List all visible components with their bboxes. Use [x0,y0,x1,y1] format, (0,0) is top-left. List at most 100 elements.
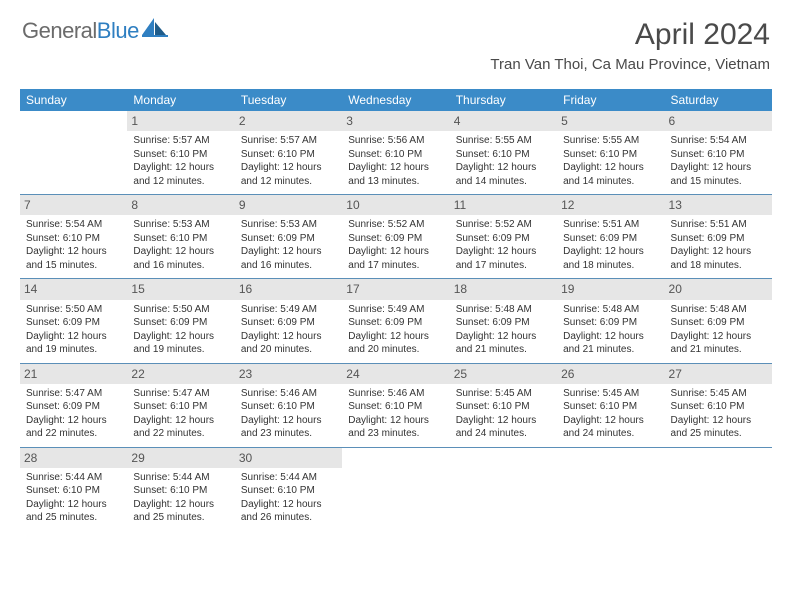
sunrise-text: Sunrise: 5:54 AM [671,134,766,148]
calendar-cell: 10Sunrise: 5:52 AMSunset: 6:09 PMDayligh… [342,195,449,279]
daylight-line1: Daylight: 12 hours [241,161,336,175]
daylight-line2: and 15 minutes. [671,175,766,189]
calendar-cell [342,447,449,531]
dayheader-tuesday: Tuesday [235,89,342,111]
day-number: 7 [20,195,127,215]
daylight-line1: Daylight: 12 hours [133,414,228,428]
calendar-cell: 8Sunrise: 5:53 AMSunset: 6:10 PMDaylight… [127,195,234,279]
day-number: 2 [235,111,342,131]
sunset-text: Sunset: 6:10 PM [348,148,443,162]
day-number: 18 [450,279,557,299]
calendar-cell: 4Sunrise: 5:55 AMSunset: 6:10 PMDaylight… [450,111,557,195]
day-number: 17 [342,279,449,299]
calendar-row: 14Sunrise: 5:50 AMSunset: 6:09 PMDayligh… [20,279,772,363]
daylight-line1: Daylight: 12 hours [671,414,766,428]
sunrise-text: Sunrise: 5:52 AM [456,218,551,232]
sunrise-text: Sunrise: 5:46 AM [241,387,336,401]
daylight-line2: and 21 minutes. [671,343,766,357]
daylight-line2: and 16 minutes. [133,259,228,273]
sunrise-text: Sunrise: 5:57 AM [133,134,228,148]
sunset-text: Sunset: 6:09 PM [26,316,121,330]
daylight-line1: Daylight: 12 hours [348,330,443,344]
calendar-cell: 21Sunrise: 5:47 AMSunset: 6:09 PMDayligh… [20,363,127,447]
daylight-line2: and 14 minutes. [456,175,551,189]
daylight-line1: Daylight: 12 hours [348,414,443,428]
daylight-line2: and 21 minutes. [456,343,551,357]
daylight-line2: and 15 minutes. [26,259,121,273]
calendar-row: 1Sunrise: 5:57 AMSunset: 6:10 PMDaylight… [20,111,772,195]
sunrise-text: Sunrise: 5:56 AM [348,134,443,148]
daylight-line1: Daylight: 12 hours [348,245,443,259]
daylight-line1: Daylight: 12 hours [671,330,766,344]
daylight-line1: Daylight: 12 hours [241,330,336,344]
day-number: 26 [557,364,664,384]
calendar-cell: 7Sunrise: 5:54 AMSunset: 6:10 PMDaylight… [20,195,127,279]
sunset-text: Sunset: 6:09 PM [241,316,336,330]
daylight-line1: Daylight: 12 hours [563,330,658,344]
day-number: 27 [665,364,772,384]
calendar-cell: 3Sunrise: 5:56 AMSunset: 6:10 PMDaylight… [342,111,449,195]
daylight-line1: Daylight: 12 hours [456,245,551,259]
sunset-text: Sunset: 6:10 PM [133,232,228,246]
daylight-line1: Daylight: 12 hours [563,245,658,259]
sunrise-text: Sunrise: 5:48 AM [671,303,766,317]
daylight-line2: and 18 minutes. [671,259,766,273]
day-number: 13 [665,195,772,215]
daylight-line1: Daylight: 12 hours [348,161,443,175]
dayheader-thursday: Thursday [450,89,557,111]
daylight-line2: and 20 minutes. [241,343,336,357]
daylight-line2: and 23 minutes. [348,427,443,441]
title-block: April 2024 Tran Van Thoi, Ca Mau Provinc… [490,18,770,73]
day-number: 20 [665,279,772,299]
daylight-line2: and 23 minutes. [241,427,336,441]
daylight-line1: Daylight: 12 hours [241,414,336,428]
calendar-cell: 17Sunrise: 5:49 AMSunset: 6:09 PMDayligh… [342,279,449,363]
sunrise-text: Sunrise: 5:53 AM [241,218,336,232]
daylight-line1: Daylight: 12 hours [241,245,336,259]
sunset-text: Sunset: 6:10 PM [133,148,228,162]
sunrise-text: Sunrise: 5:44 AM [26,471,121,485]
sunset-text: Sunset: 6:10 PM [456,148,551,162]
day-number: 21 [20,364,127,384]
sunrise-text: Sunrise: 5:55 AM [456,134,551,148]
calendar-cell: 6Sunrise: 5:54 AMSunset: 6:10 PMDaylight… [665,111,772,195]
sunrise-text: Sunrise: 5:45 AM [456,387,551,401]
daylight-line1: Daylight: 12 hours [563,161,658,175]
calendar-cell: 22Sunrise: 5:47 AMSunset: 6:10 PMDayligh… [127,363,234,447]
sunset-text: Sunset: 6:09 PM [671,316,766,330]
day-number: 22 [127,364,234,384]
daylight-line2: and 19 minutes. [26,343,121,357]
sunset-text: Sunset: 6:10 PM [671,148,766,162]
day-number: 1 [127,111,234,131]
header: GeneralBlue April 2024 Tran Van Thoi, Ca… [0,0,792,81]
day-number: 6 [665,111,772,131]
sunrise-text: Sunrise: 5:44 AM [241,471,336,485]
calendar-cell [557,447,664,531]
calendar-cell: 13Sunrise: 5:51 AMSunset: 6:09 PMDayligh… [665,195,772,279]
sunset-text: Sunset: 6:10 PM [456,400,551,414]
day-number: 28 [20,448,127,468]
calendar-cell: 25Sunrise: 5:45 AMSunset: 6:10 PMDayligh… [450,363,557,447]
daylight-line1: Daylight: 12 hours [26,414,121,428]
sunset-text: Sunset: 6:09 PM [456,316,551,330]
calendar-cell [20,111,127,195]
sunrise-text: Sunrise: 5:44 AM [133,471,228,485]
daylight-line2: and 20 minutes. [348,343,443,357]
calendar-cell: 12Sunrise: 5:51 AMSunset: 6:09 PMDayligh… [557,195,664,279]
sunset-text: Sunset: 6:10 PM [26,232,121,246]
daylight-line1: Daylight: 12 hours [563,414,658,428]
brand-part1: General [22,18,97,44]
calendar-cell: 18Sunrise: 5:48 AMSunset: 6:09 PMDayligh… [450,279,557,363]
day-number: 9 [235,195,342,215]
day-number: 12 [557,195,664,215]
dayheader-saturday: Saturday [665,89,772,111]
sunrise-text: Sunrise: 5:47 AM [26,387,121,401]
calendar-row: 21Sunrise: 5:47 AMSunset: 6:09 PMDayligh… [20,363,772,447]
sunset-text: Sunset: 6:10 PM [348,400,443,414]
sunrise-text: Sunrise: 5:48 AM [563,303,658,317]
calendar-cell: 24Sunrise: 5:46 AMSunset: 6:10 PMDayligh… [342,363,449,447]
sunrise-text: Sunrise: 5:47 AM [133,387,228,401]
day-number: 15 [127,279,234,299]
daylight-line2: and 21 minutes. [563,343,658,357]
sunrise-text: Sunrise: 5:55 AM [563,134,658,148]
